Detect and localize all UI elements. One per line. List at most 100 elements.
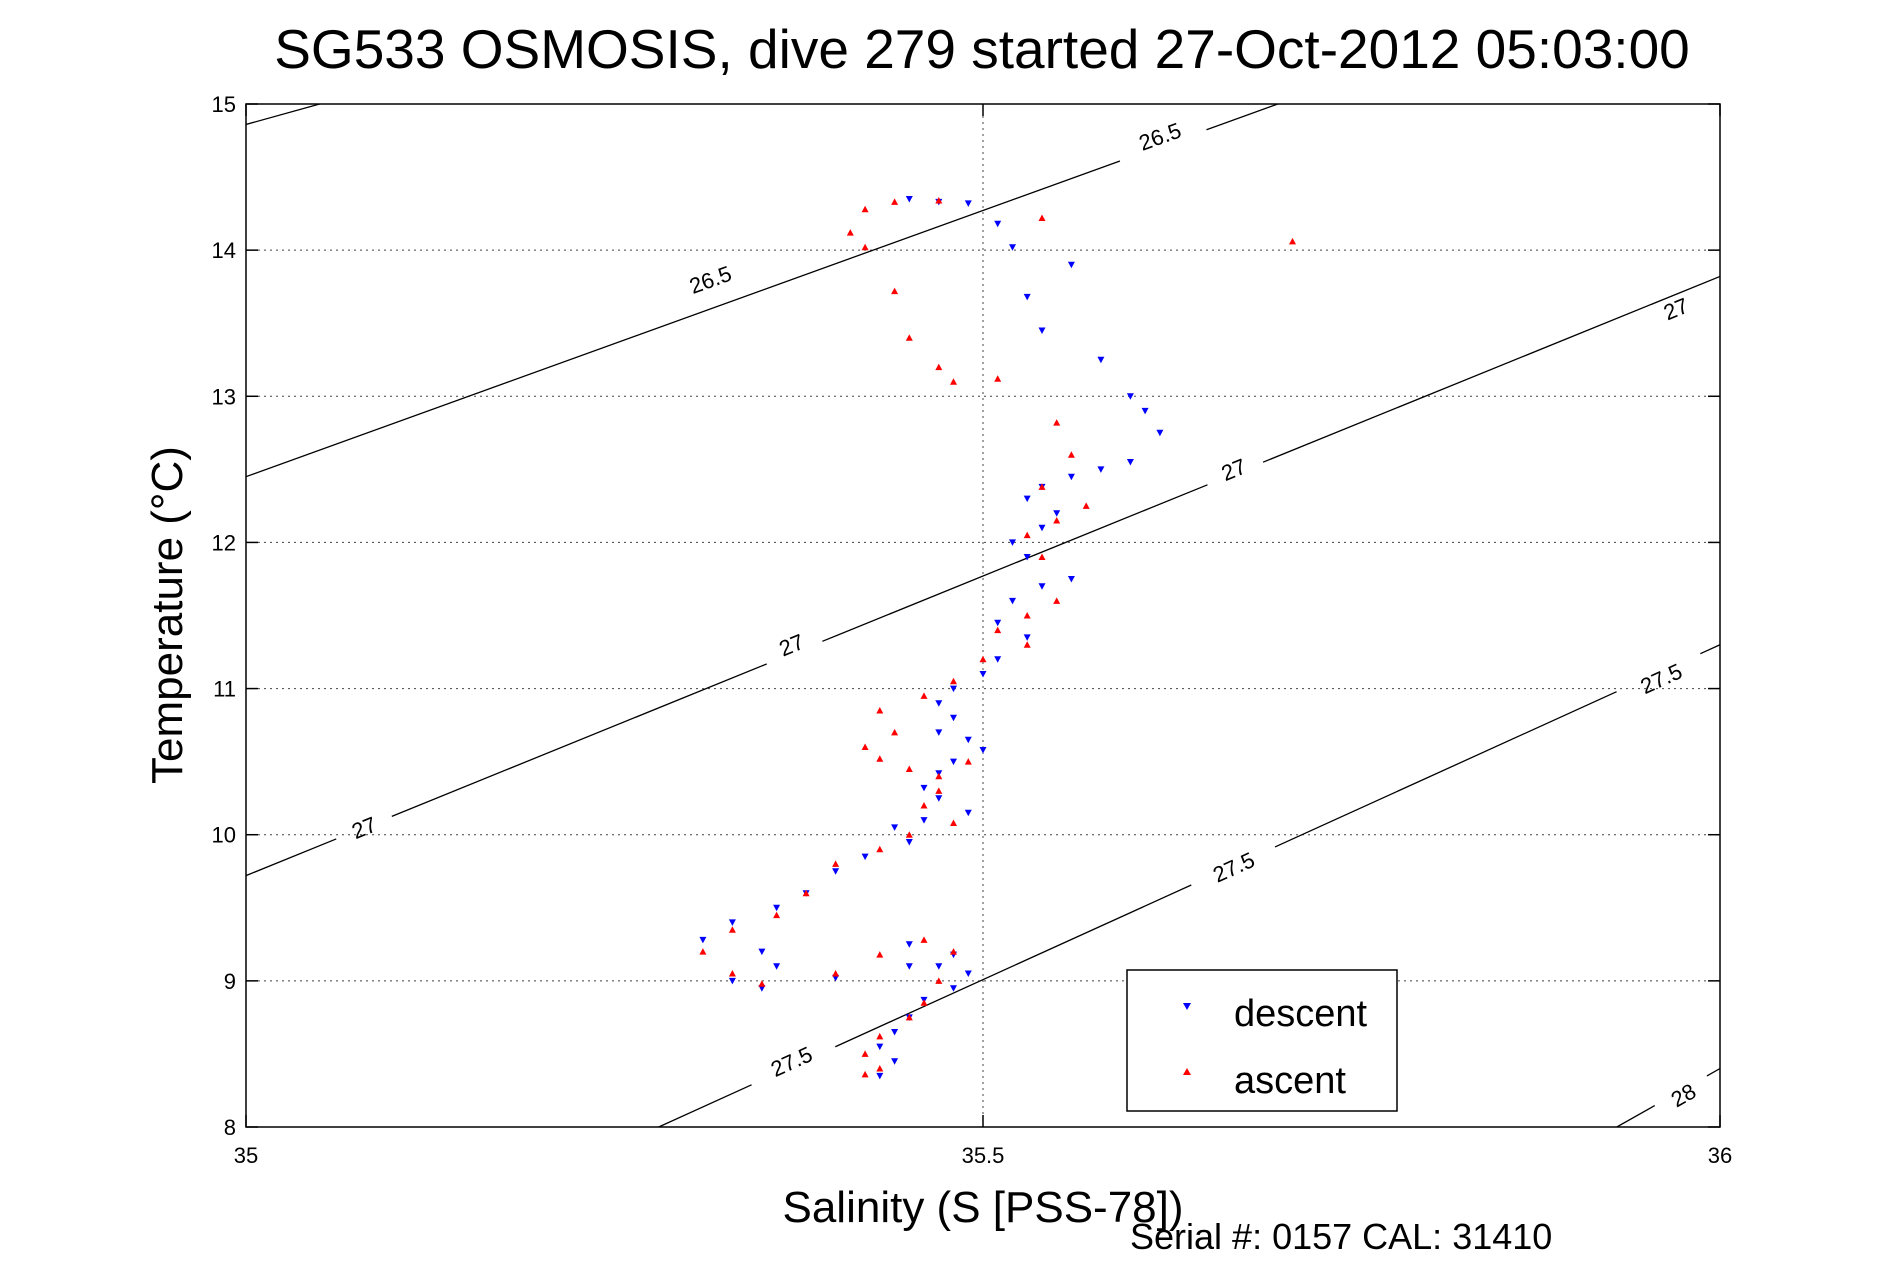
ascent-point xyxy=(861,1050,869,1057)
descent-point xyxy=(935,700,943,707)
descent-point xyxy=(1009,597,1016,605)
descent-point xyxy=(979,747,987,754)
descent-point xyxy=(905,963,913,970)
x-tick-label: 35.5 xyxy=(962,1143,1005,1168)
ascent-point xyxy=(832,970,840,977)
ascent-point xyxy=(1053,419,1061,426)
ascent-point xyxy=(950,378,957,385)
descent-point xyxy=(964,970,972,977)
descent-point xyxy=(832,974,840,982)
ascent-point xyxy=(950,819,957,826)
ascent-point xyxy=(905,831,913,838)
descent-point xyxy=(1023,293,1031,301)
legend: descent ascent xyxy=(1126,969,1398,1112)
descent-point xyxy=(1067,576,1075,583)
ascent-point xyxy=(876,1032,884,1040)
descent-point xyxy=(699,936,707,944)
descent-point xyxy=(994,220,1002,228)
descent-point xyxy=(920,784,928,792)
ascent-point xyxy=(1082,502,1090,509)
ascent-point xyxy=(846,229,854,236)
ascent-point xyxy=(920,936,928,943)
ascent-point xyxy=(758,980,766,987)
y-tick-label: 9 xyxy=(224,969,236,994)
descent-point xyxy=(920,817,928,824)
ascent-point xyxy=(994,626,1002,634)
descent-point xyxy=(876,1043,884,1051)
ascent-point xyxy=(920,999,928,1006)
descent-point xyxy=(728,977,736,985)
descent-point xyxy=(1038,583,1046,590)
ascent-point xyxy=(861,205,869,213)
descent-point xyxy=(1156,429,1164,437)
x-tick-label: 36 xyxy=(1708,1143,1732,1168)
ascent-point xyxy=(935,977,943,984)
isopycnal-line xyxy=(246,838,337,877)
ascent-point xyxy=(950,677,957,685)
ascent-point xyxy=(935,363,943,371)
descent-point xyxy=(979,671,987,678)
descent-point xyxy=(891,1029,899,1036)
descent-point xyxy=(1126,459,1134,466)
descent-point xyxy=(1023,634,1031,641)
descent-point xyxy=(1141,407,1149,415)
descent-point xyxy=(758,948,766,956)
descent-point xyxy=(773,904,781,912)
isopycnal-line xyxy=(1274,691,1617,848)
ascent-point xyxy=(728,970,736,977)
ascent-point xyxy=(950,948,957,955)
ascent-point xyxy=(1038,553,1046,560)
y-tick-label: 8 xyxy=(224,1115,236,1140)
grid xyxy=(246,104,1720,1127)
ascent-point xyxy=(1023,531,1031,539)
y-tick-label: 14 xyxy=(212,238,236,263)
ascent-point xyxy=(935,772,943,780)
isopycnal-line xyxy=(835,884,1192,1048)
legend-marker-ascent xyxy=(1183,1068,1191,1075)
x-tick-label: 35 xyxy=(234,1143,258,1168)
ascent-point xyxy=(935,197,943,204)
ascent-point xyxy=(1053,597,1061,604)
ascent-point xyxy=(832,860,840,867)
isopycnal-line xyxy=(1206,104,1279,131)
descent-point xyxy=(891,824,899,831)
x-axis-label: Salinity (S [PSS-78]) xyxy=(782,1183,1183,1232)
isopycnal-line xyxy=(1700,644,1720,655)
ascent-point xyxy=(1289,237,1296,245)
ascent-point xyxy=(905,334,913,341)
ascent-point xyxy=(876,1065,884,1072)
ascent-point xyxy=(935,787,943,794)
descent-point xyxy=(964,736,972,744)
ascent-point xyxy=(861,243,869,251)
ascent-point xyxy=(964,758,972,765)
descent-point xyxy=(832,868,840,875)
ascent-point xyxy=(861,1070,869,1078)
ascent-point xyxy=(891,287,899,295)
ascent-point xyxy=(728,926,736,933)
ascent-point xyxy=(876,951,884,958)
isopycnal-line xyxy=(822,484,1208,642)
ascent-point xyxy=(920,802,928,809)
ascent-point xyxy=(1067,451,1075,458)
ascent-point xyxy=(1023,641,1031,648)
descent-point xyxy=(994,619,1002,627)
isopycnal-line xyxy=(246,104,320,126)
descent-point xyxy=(891,1058,899,1065)
ascent-point xyxy=(979,655,987,663)
ascent-point xyxy=(802,889,810,897)
descent-point xyxy=(1067,473,1075,481)
descent-point xyxy=(1097,466,1105,473)
descent-point xyxy=(773,963,781,970)
descent-point xyxy=(758,985,766,992)
ascent-point xyxy=(876,845,884,853)
descent-point xyxy=(1067,261,1075,269)
descent-point xyxy=(994,656,1002,663)
descent-point xyxy=(905,196,913,203)
chart-title: SG533 OSMOSIS, dive 279 started 27-Oct-2… xyxy=(274,18,1690,80)
descent-point xyxy=(728,919,736,926)
isopycnal-line xyxy=(1262,275,1720,463)
ascent-point xyxy=(891,728,899,736)
y-tick-label: 13 xyxy=(212,384,236,409)
descent-point xyxy=(1023,554,1031,561)
